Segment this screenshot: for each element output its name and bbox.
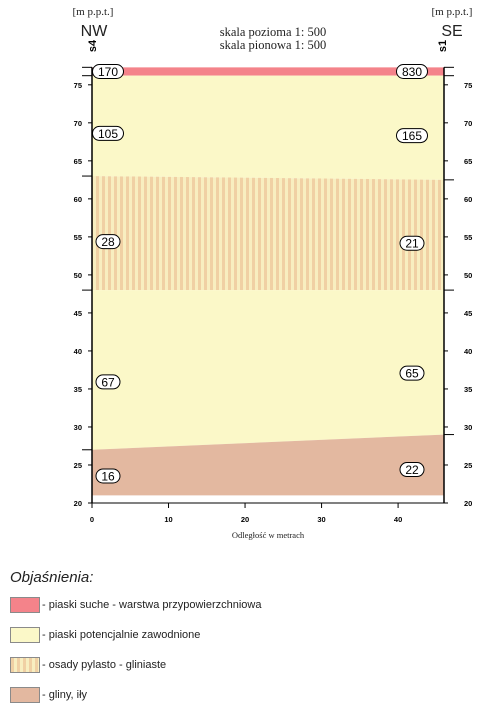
nw-direction-label: NW bbox=[81, 23, 109, 40]
legend-swatch-sand bbox=[10, 627, 40, 643]
x-tick-label: 10 bbox=[164, 515, 172, 524]
x-tick-label: 30 bbox=[317, 515, 325, 524]
scale-vertical-label: skala pionowa 1: 500 bbox=[220, 38, 327, 52]
legend-swatch-dry bbox=[10, 597, 40, 613]
y-tick-left-label: 40 bbox=[74, 347, 82, 356]
y-tick-right-label: 35 bbox=[464, 385, 472, 394]
layer-value-left-4: 16 bbox=[101, 470, 115, 484]
legend-item-clay: - gliny, iły bbox=[10, 687, 87, 703]
layer-value-right-0-badge bbox=[396, 64, 428, 80]
y-tick-left-label: 50 bbox=[74, 271, 82, 280]
layer-value-right-0: 830 bbox=[402, 65, 422, 79]
y-tick-right-label: 45 bbox=[464, 309, 472, 318]
y-tick-right-label: 70 bbox=[464, 119, 472, 128]
y-tick-right-label: 20 bbox=[464, 499, 472, 508]
se-direction-label: SE bbox=[441, 23, 462, 40]
layer-value-right-1: 165 bbox=[402, 129, 422, 143]
y-tick-right-label: 40 bbox=[464, 347, 472, 356]
y-tick-right-label: 55 bbox=[464, 233, 472, 242]
layer-value-right-4: 22 bbox=[405, 463, 419, 477]
layer-value-left-0: 170 bbox=[98, 65, 118, 79]
y-tick-right-label: 60 bbox=[464, 195, 472, 204]
x-tick-label: 20 bbox=[241, 515, 249, 524]
layer-value-left-1-badge bbox=[92, 125, 124, 141]
legend-label-dry: - piaski suche - warstwa przypowierzchni… bbox=[42, 599, 262, 611]
axes: 20 20 25 25 30 30 35 35 40 40 45 45 50 50 55 55 60 60 65 65… bbox=[74, 81, 473, 524]
y-tick-left-label: 45 bbox=[74, 309, 82, 318]
y-tick-left-label: 20 bbox=[74, 499, 82, 508]
well-s1-label: s1 bbox=[437, 40, 449, 52]
y-tick-right-label: 65 bbox=[464, 157, 472, 166]
y-tick-left-label: 75 bbox=[74, 81, 82, 90]
legend-item-dry: - piaski suche - warstwa przypowierzchni… bbox=[10, 597, 261, 613]
y-tick-right-label: 25 bbox=[464, 461, 472, 470]
layer-value-right-3-badge bbox=[399, 365, 425, 381]
legend-title: Objaśnienia: bbox=[10, 569, 94, 586]
right-unit-label: [m p.p.t.] bbox=[432, 6, 473, 18]
y-tick-left-label: 65 bbox=[74, 157, 82, 166]
y-tick-left-label: 55 bbox=[74, 233, 82, 242]
y-tick-right-label: 50 bbox=[464, 271, 472, 280]
layer-value-right-2: 21 bbox=[405, 237, 419, 251]
cross-section: [m p.p.t.] [m p.p.t.] NW SE skala poziom… bbox=[73, 6, 473, 540]
x-tick-label: 0 bbox=[90, 515, 94, 524]
legend-swatch-clay bbox=[10, 687, 40, 703]
y-tick-left-label: 30 bbox=[74, 423, 82, 432]
layer-value-left-3-badge bbox=[95, 374, 121, 390]
layer-sand-1 bbox=[92, 75, 444, 180]
legend-swatch-silt bbox=[10, 657, 40, 673]
section-frame bbox=[82, 66, 454, 504]
layer-value-right-2-badge bbox=[399, 235, 425, 251]
layer-values: 170 830 105 165 28 21 67 65 16 22 bbox=[92, 64, 428, 484]
y-tick-left-label: 70 bbox=[74, 119, 82, 128]
layer-value-left-1: 105 bbox=[98, 127, 118, 141]
x-axis-title: Odległość w metrach bbox=[232, 530, 305, 540]
y-tick-left-label: 25 bbox=[74, 461, 82, 470]
y-tick-left-label: 35 bbox=[74, 385, 82, 394]
layer-value-right-1-badge bbox=[396, 128, 428, 144]
left-unit-label: [m p.p.t.] bbox=[73, 6, 114, 18]
layer-value-left-0-badge bbox=[92, 64, 124, 80]
legend-label-silt: - osady pylasto - gliniaste bbox=[42, 659, 167, 671]
scale-horizontal-label: skala pozioma 1: 500 bbox=[220, 25, 327, 39]
layer-value-left-3: 67 bbox=[101, 375, 115, 389]
layer-sand-3 bbox=[92, 290, 444, 450]
layer-value-left-2-badge bbox=[95, 234, 121, 250]
layer-value-right-4-badge bbox=[399, 462, 425, 478]
legend-label-sand: - piaski potencjalnie zawodnione bbox=[42, 629, 201, 641]
y-tick-right-label: 75 bbox=[464, 81, 472, 90]
legend-item-sand: - piaski potencjalnie zawodnione bbox=[10, 627, 200, 643]
legend-item-silt: - osady pylasto - gliniaste bbox=[10, 657, 166, 673]
layer-value-right-3: 65 bbox=[405, 367, 419, 381]
layer-dry-0 bbox=[92, 67, 444, 76]
layer-value-left-4-badge bbox=[95, 468, 121, 484]
layer-value-left-2: 28 bbox=[101, 235, 115, 249]
y-tick-left-label: 60 bbox=[74, 195, 82, 204]
well-s4-label: s4 bbox=[87, 39, 99, 52]
legend-label-clay: - gliny, iły bbox=[42, 689, 88, 701]
layers bbox=[92, 67, 444, 496]
layer-silt-2 bbox=[92, 176, 444, 291]
layer-clay-4 bbox=[92, 434, 444, 496]
y-tick-right-label: 30 bbox=[464, 423, 472, 432]
x-tick-label: 40 bbox=[394, 515, 402, 524]
